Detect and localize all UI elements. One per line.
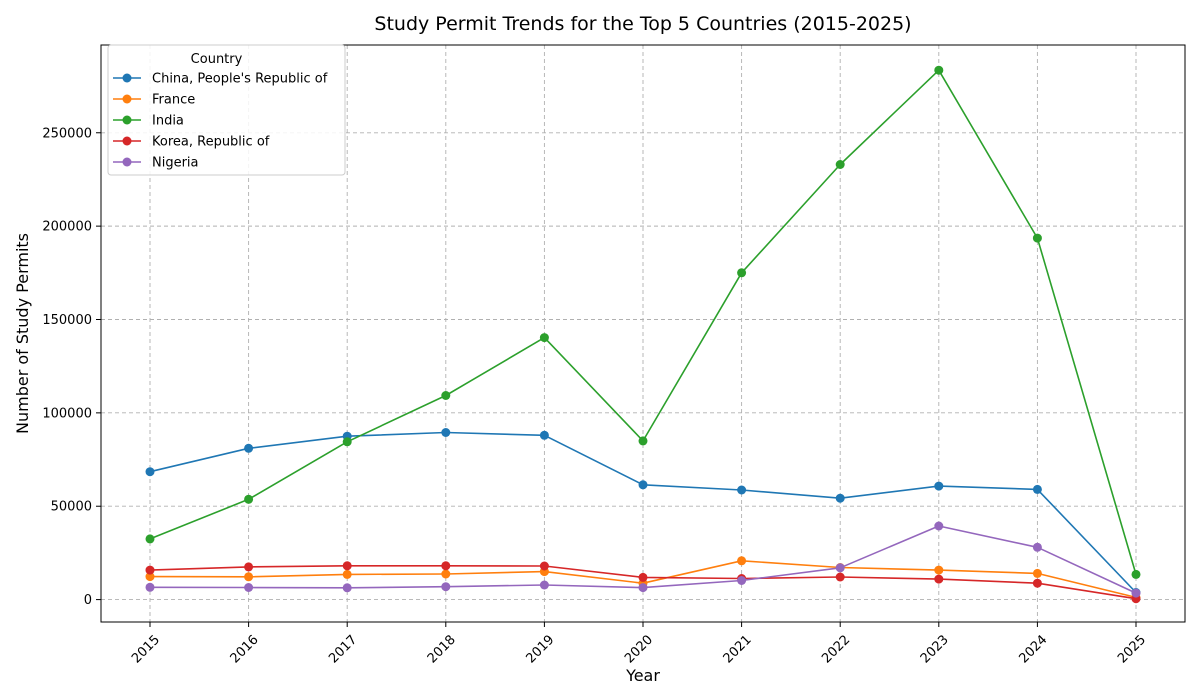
data-point — [441, 582, 451, 592]
y-axis-label: Number of Study Permits — [13, 233, 32, 434]
y-tick-label: 50000 — [51, 500, 92, 515]
data-point — [835, 160, 845, 169]
data-point — [342, 583, 352, 593]
data-point — [244, 562, 254, 572]
data-point — [1032, 578, 1042, 588]
data-point — [1131, 569, 1141, 579]
legend-title: Country — [191, 52, 243, 67]
data-point — [145, 565, 155, 575]
y-tick-label: 150000 — [42, 313, 92, 328]
legend-item: India — [113, 114, 184, 129]
data-point — [441, 391, 451, 400]
data-point — [737, 576, 747, 585]
legend-marker — [122, 73, 132, 83]
data-point — [145, 572, 155, 582]
data-point — [638, 480, 648, 490]
data-point — [934, 565, 944, 575]
legend-item: Nigeria — [113, 156, 199, 171]
data-point — [145, 582, 155, 592]
data-point — [835, 572, 845, 582]
data-point — [244, 494, 254, 504]
data-point — [539, 333, 549, 343]
data-point — [539, 561, 549, 571]
data-point — [244, 443, 254, 453]
y-tick-label: 200000 — [42, 220, 92, 235]
data-point — [737, 556, 747, 566]
data-point — [638, 572, 648, 582]
legend-marker — [122, 94, 132, 104]
y-tick-label: 100000 — [42, 406, 92, 421]
data-point — [934, 574, 944, 584]
legend-item: France — [113, 93, 195, 108]
series-2 — [145, 65, 1141, 579]
legend-label: India — [152, 114, 184, 129]
data-point — [638, 583, 648, 593]
legend-label: France — [152, 93, 195, 108]
data-point — [835, 563, 845, 573]
data-point — [342, 561, 352, 571]
data-point — [342, 569, 352, 579]
data-point — [539, 580, 549, 590]
chart-title: Study Permit Trends for the Top 5 Countr… — [374, 13, 911, 35]
data-point — [1032, 568, 1042, 578]
data-point — [441, 569, 451, 579]
legend-label: Korea, Republic of — [152, 135, 270, 150]
legend-item: China, People's Republic of — [113, 72, 328, 87]
legend-marker — [122, 115, 132, 125]
series-0 — [145, 428, 1141, 597]
data-point — [737, 485, 747, 495]
legend: Country China, People's Republic of France… — [107, 44, 346, 176]
data-point — [244, 572, 254, 582]
data-point — [638, 436, 648, 446]
data-point — [244, 583, 254, 592]
y-tick-label: 0 — [84, 593, 92, 608]
data-point — [934, 521, 944, 531]
data-point — [342, 437, 352, 447]
data-point — [934, 65, 944, 75]
x-axis-label: Year — [625, 666, 660, 685]
series-group — [145, 65, 1141, 604]
data-point — [934, 481, 944, 491]
data-point — [835, 493, 845, 503]
data-point — [1032, 542, 1042, 552]
series-4 — [145, 521, 1141, 598]
data-point — [145, 534, 155, 544]
y-tick-label: 250000 — [42, 126, 92, 141]
legend-box — [107, 44, 346, 176]
legend-item: Korea, Republic of — [113, 135, 270, 150]
legend-label: China, People's Republic of — [152, 72, 328, 87]
data-point — [1131, 588, 1141, 598]
legend-label: Nigeria — [152, 156, 199, 171]
data-point — [539, 430, 549, 440]
data-point — [145, 467, 155, 477]
data-point — [441, 561, 451, 571]
legend-marker — [122, 136, 132, 146]
data-point — [737, 268, 747, 278]
data-point — [1032, 484, 1042, 494]
data-point — [1032, 233, 1042, 243]
legend-marker — [122, 157, 132, 167]
data-point — [441, 428, 451, 437]
